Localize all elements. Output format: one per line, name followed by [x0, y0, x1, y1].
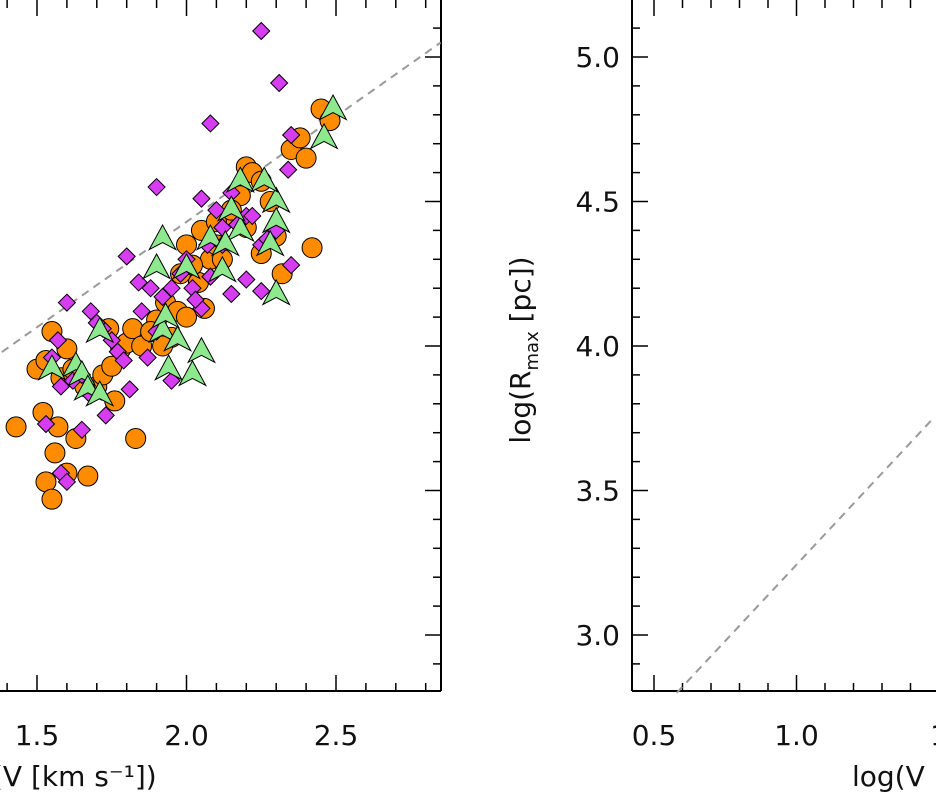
- data-point-triangle: [37, 354, 67, 381]
- data-point-diamond: [201, 114, 220, 133]
- data-point-triangle: [318, 93, 348, 121]
- data-point-diamond: [147, 177, 166, 197]
- left-x-tick-labels: 1.5 2.0 2.5: [15, 719, 359, 752]
- data-point-triangle: [186, 336, 216, 364]
- left-x-tick-label: 2.5: [314, 719, 359, 752]
- data-point-diamond: [222, 284, 241, 304]
- data-point-diamond: [192, 189, 211, 208]
- right-fit-dashed-line: [676, 417, 935, 694]
- data-point-triangle: [261, 206, 291, 234]
- data-point-triangle: [151, 302, 181, 329]
- data-point-diamond: [269, 73, 289, 93]
- right-y-tick-label: 3.5: [575, 475, 620, 508]
- left-x-tick-label: 2.0: [164, 719, 209, 752]
- data-point-triangle: [177, 359, 208, 387]
- data-point-diamond: [243, 206, 262, 226]
- data-point-diamond: [207, 200, 226, 220]
- left-axis-ticks: [6, 0, 441, 691]
- data-point-diamond: [96, 406, 115, 425]
- data-point-diamond: [57, 293, 77, 312]
- data-point-diamond: [153, 287, 172, 307]
- right-fit-line: [676, 417, 935, 694]
- data-point-triangle: [225, 166, 255, 193]
- data-point-diamond: [252, 21, 271, 41]
- data-point-diamond: [36, 414, 56, 434]
- data-point-triangle: [154, 354, 184, 381]
- right-y-axis-title-main: log(R: [504, 371, 537, 444]
- data-point-circle: [295, 147, 317, 169]
- data-point-triangle: [261, 186, 291, 214]
- right-x-tick-label: 1.0: [774, 719, 819, 752]
- data-point-diamond: [186, 290, 205, 309]
- data-point-triangle: [216, 195, 246, 222]
- data-point-triangle: [148, 224, 178, 251]
- data-point-diamond: [278, 160, 298, 179]
- data-point-diamond: [57, 472, 77, 492]
- data-point-diamond: [252, 281, 271, 301]
- data-point-triangle: [85, 380, 115, 407]
- right-x-tick-label: 1: [930, 719, 936, 752]
- right-y-axis-title: log(Rmax [pc]): [504, 256, 543, 443]
- data-point-diamond: [237, 270, 256, 289]
- data-point-circle: [176, 306, 197, 328]
- left-data-points: [5, 21, 348, 510]
- data-point-diamond: [138, 348, 157, 367]
- data-point-triangle: [309, 122, 339, 150]
- data-point-triangle: [148, 316, 178, 344]
- data-point-diamond: [117, 247, 136, 266]
- data-point-triangle: [85, 316, 115, 344]
- data-point-circle: [5, 416, 27, 438]
- right-panel: 3.0 3.5 4.0 4.5 5.0 0.5 1.0 1 log(V log(Rmax [p…: [504, 0, 936, 793]
- data-point-circle: [122, 318, 144, 340]
- data-point-diamond: [281, 255, 301, 275]
- data-point-diamond: [72, 420, 92, 440]
- right-y-tick-label: 3.0: [575, 619, 620, 652]
- data-point-triangle: [249, 166, 279, 193]
- data-point-circle: [44, 442, 66, 464]
- data-point-circle: [301, 237, 323, 259]
- data-point-circle: [77, 465, 99, 487]
- data-point-diamond: [114, 351, 133, 370]
- right-axis-ticks: [632, 0, 912, 691]
- right-y-axis-title-subscript: max: [522, 331, 543, 371]
- data-point-diamond: [48, 331, 68, 350]
- data-point-diamond: [132, 302, 151, 321]
- data-point-triangle: [255, 229, 285, 257]
- data-point-diamond: [120, 380, 139, 399]
- data-point-triangle: [207, 255, 237, 283]
- right-y-axis-title-end: [pc]): [504, 256, 537, 331]
- data-point-circle: [41, 488, 63, 510]
- data-point-triangle: [163, 325, 193, 352]
- data-point-diamond: [51, 377, 71, 396]
- right-x-axis-title: log(V: [852, 760, 925, 793]
- data-point-circle: [125, 427, 147, 449]
- data-point-diamond: [141, 278, 160, 298]
- right-y-tick-label: 4.5: [575, 186, 620, 219]
- right-x-tick-label: 0.5: [632, 719, 677, 752]
- right-y-tick-label: 5.0: [575, 41, 620, 74]
- data-point-triangle: [261, 278, 291, 306]
- data-point-triangle: [142, 252, 172, 280]
- right-tick-labels: 3.0 3.5 4.0 4.5 5.0 0.5 1.0 1: [575, 41, 936, 752]
- left-panel: 1.5 2.0 2.5 (V [km s⁻¹]): [0, 0, 442, 793]
- data-point-triangle: [210, 229, 240, 257]
- left-x-axis-title: (V [km s⁻¹]): [0, 760, 157, 793]
- right-y-tick-label: 4.0: [575, 330, 620, 363]
- data-point-diamond: [281, 125, 301, 145]
- left-x-tick-label: 1.5: [15, 719, 60, 752]
- right-plot-frame: [631, 0, 936, 692]
- data-point-triangle: [171, 252, 202, 280]
- data-point-triangle: [225, 215, 255, 243]
